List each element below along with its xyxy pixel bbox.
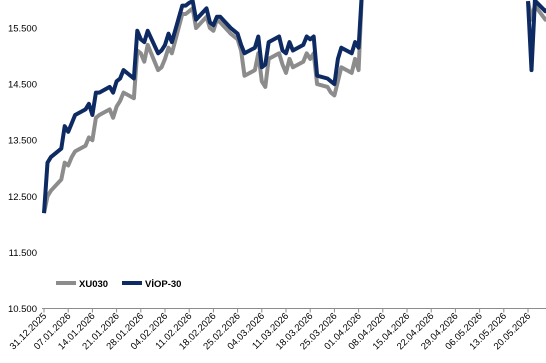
- series-layer: [42, 0, 546, 214]
- y-tick-label: 10.500: [8, 304, 37, 315]
- y-tick-label: 11.500: [9, 248, 37, 259]
- series-line-tail-viop30: [526, 0, 546, 73]
- y-axis: 10.500 11.500 12.500 13.500 14.500 15.500: [8, 24, 37, 315]
- series-line-viop30: [42, 0, 364, 214]
- legend-label-viop30: VİOP-30: [145, 279, 181, 290]
- series-line-tail-xu030: [526, 0, 546, 22]
- y-tick-label: 13.500: [8, 136, 37, 147]
- legend: XU030 VİOP-30: [56, 279, 181, 290]
- y-tick-label: 14.500: [8, 80, 37, 91]
- x-axis: 31.12.202507.01.202614.01.202621.01.2026…: [8, 308, 533, 352]
- y-tick-label: 12.500: [8, 192, 37, 203]
- y-tick-label: 15.500: [8, 24, 37, 35]
- legend-label-xu030: XU030: [79, 279, 108, 290]
